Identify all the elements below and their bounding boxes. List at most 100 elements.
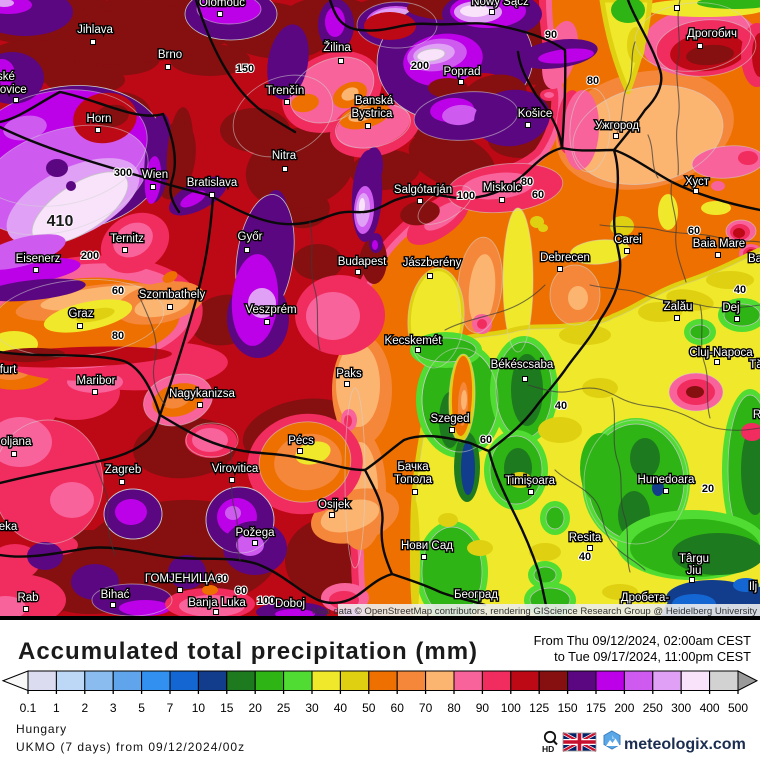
svg-text:Kecskemét: Kecskemét: [385, 335, 443, 347]
svg-text:Jászberény: Jászberény: [403, 257, 462, 269]
svg-text:30: 30: [305, 701, 319, 715]
svg-text:Tă: Tă: [749, 359, 760, 371]
svg-text:Топола: Топола: [394, 474, 433, 486]
svg-text:HD: HD: [542, 744, 554, 754]
svg-text:Baia Mare: Baia Mare: [693, 238, 745, 250]
svg-text:Salgótarján: Salgótarján: [394, 184, 452, 196]
svg-text:Bihać: Bihać: [101, 589, 130, 601]
svg-text:Бачка: Бачка: [397, 461, 429, 473]
svg-text:Bratislava: Bratislava: [187, 177, 238, 189]
svg-text:90: 90: [545, 29, 557, 41]
svg-text:Београд: Београд: [454, 589, 498, 601]
svg-text:60: 60: [216, 573, 228, 585]
svg-text:300: 300: [671, 701, 691, 715]
svg-text:Nagykanizsa: Nagykanizsa: [169, 388, 235, 400]
svg-text:Eisenerz: Eisenerz: [16, 253, 61, 265]
svg-text:Horn: Horn: [87, 113, 112, 125]
svg-text:Nitra: Nitra: [272, 150, 297, 162]
svg-text:3: 3: [110, 701, 117, 715]
svg-text:7: 7: [167, 701, 174, 715]
svg-text:5: 5: [138, 701, 145, 715]
svg-text:250: 250: [643, 701, 663, 715]
svg-text:20: 20: [702, 483, 714, 495]
svg-text:Дрогобич: Дрогобич: [687, 28, 737, 40]
svg-text:60: 60: [235, 585, 247, 597]
svg-text:150: 150: [236, 63, 254, 75]
svg-text:15: 15: [220, 701, 234, 715]
svg-text:Szeged: Szeged: [430, 413, 469, 425]
svg-text:300: 300: [114, 167, 132, 179]
svg-text:100: 100: [257, 595, 275, 607]
svg-text:Cluj-Napoca: Cluj-Napoca: [689, 347, 753, 359]
svg-text:Osijek: Osijek: [318, 499, 350, 511]
svg-text:Maribor: Maribor: [77, 375, 116, 387]
svg-text:Brno: Brno: [158, 49, 182, 61]
svg-text:Paks: Paks: [336, 368, 362, 380]
svg-text:Graz: Graz: [69, 308, 94, 320]
svg-text:Banská: Banská: [355, 95, 394, 107]
svg-text:oljana: oljana: [1, 436, 32, 448]
svg-text:20: 20: [249, 701, 263, 715]
svg-text:Дробета-: Дробета-: [621, 592, 670, 604]
svg-text:Ilj: Ilj: [749, 581, 757, 593]
svg-text:Košice: Košice: [518, 108, 553, 120]
svg-text:furt: furt: [0, 364, 17, 376]
svg-text:Požega: Požega: [235, 527, 275, 539]
svg-text:50: 50: [362, 701, 376, 715]
svg-text:Carei: Carei: [614, 234, 641, 246]
svg-text:90: 90: [476, 701, 490, 715]
svg-text:Hungary: Hungary: [16, 722, 67, 736]
svg-text:500: 500: [728, 701, 748, 715]
svg-text:Békéscsaba: Békéscsaba: [491, 359, 554, 371]
svg-text:Jihlava: Jihlava: [77, 24, 113, 36]
svg-text:80: 80: [587, 75, 599, 87]
svg-text:From Thu 09/12/2024, 02:00am C: From Thu 09/12/2024, 02:00am CEST: [534, 633, 752, 648]
svg-text:Rab: Rab: [17, 592, 38, 604]
svg-text:eka: eka: [0, 521, 18, 533]
svg-text:Târgu: Târgu: [679, 553, 709, 565]
svg-text:Olomouc: Olomouc: [199, 0, 245, 9]
svg-text:60: 60: [112, 285, 124, 297]
svg-text:Нови Сад: Нови Сад: [401, 540, 453, 552]
svg-text:40: 40: [334, 701, 348, 715]
svg-text:200: 200: [411, 60, 429, 72]
svg-text:Hunedoara: Hunedoara: [638, 474, 696, 486]
svg-text:60: 60: [391, 701, 405, 715]
svg-text:R: R: [753, 409, 760, 421]
svg-text:Debrecen: Debrecen: [540, 252, 590, 264]
svg-text:10: 10: [192, 701, 206, 715]
svg-text:Trenčín: Trenčín: [266, 85, 305, 97]
svg-text:ské: ské: [0, 71, 15, 83]
svg-text:40: 40: [734, 284, 746, 296]
svg-text:100: 100: [501, 701, 521, 715]
svg-text:Miskolc: Miskolc: [483, 182, 522, 194]
svg-text:Banja Luka: Banja Luka: [188, 597, 246, 609]
svg-text:Resita: Resita: [569, 532, 602, 544]
svg-text:Pécs: Pécs: [288, 435, 314, 447]
svg-text:Accumulated total precipitatio: Accumulated total precipitation (mm): [18, 638, 478, 665]
svg-text:Map data © OpenStreetMap contr: Map data © OpenStreetMap contributors, r…: [312, 606, 757, 617]
svg-text:200: 200: [81, 250, 99, 262]
svg-text:2: 2: [81, 701, 88, 715]
svg-text:Wien: Wien: [142, 169, 168, 181]
svg-text:70: 70: [419, 701, 433, 715]
svg-text:Bystrica: Bystrica: [352, 108, 394, 120]
svg-text:60: 60: [688, 225, 700, 237]
svg-text:Dej: Dej: [722, 302, 739, 314]
svg-text:Ужгород: Ужгород: [595, 120, 639, 132]
svg-text:40: 40: [579, 551, 591, 563]
svg-text:meteologix.com: meteologix.com: [624, 736, 746, 753]
svg-text:to Tue 09/17/2024, 11:00pm CES: to Tue 09/17/2024, 11:00pm CEST: [554, 649, 751, 664]
svg-text:Хуст: Хуст: [685, 176, 710, 188]
svg-text:25: 25: [277, 701, 291, 715]
svg-text:400: 400: [700, 701, 720, 715]
svg-text:150: 150: [558, 701, 578, 715]
svg-text:Szombathely: Szombathely: [139, 289, 206, 301]
svg-text:Ternitz: Ternitz: [110, 233, 144, 245]
svg-text:125: 125: [529, 701, 549, 715]
svg-text:Győr: Győr: [238, 231, 263, 243]
svg-text:40: 40: [555, 400, 567, 412]
svg-text:Virovitica: Virovitica: [212, 463, 259, 475]
svg-text:410: 410: [47, 213, 74, 230]
svg-text:1: 1: [53, 701, 60, 715]
